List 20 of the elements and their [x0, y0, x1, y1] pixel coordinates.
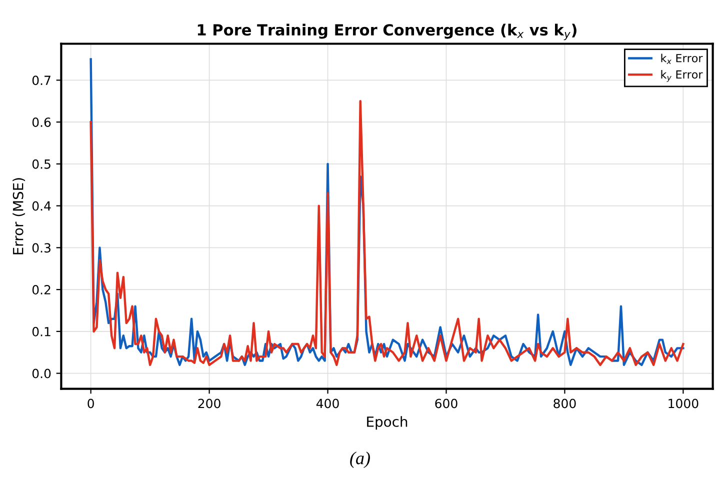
x-axis-title: Epoch	[367, 416, 408, 430]
x-tick-label: 800	[554, 398, 576, 408]
x-tick-label: 200	[198, 398, 220, 408]
legend-label: k$_{x}$ Error	[661, 54, 703, 64]
text: (a)	[350, 452, 370, 468]
y-tick-label: 0.0	[32, 368, 51, 378]
y-tick-label: 0.3	[32, 243, 50, 253]
y-axis-title: Error (MSE)	[12, 178, 25, 254]
y-tick-label: 0.7	[32, 76, 50, 86]
legend-label: k$_{y}$ Error	[661, 70, 703, 82]
y-tick-label: 0.6	[32, 118, 51, 127]
y-tick-label: 0.4	[32, 201, 51, 211]
x-tick-label: 0	[88, 398, 94, 408]
chart-title: 1 Pore Training Error Convergence (k$_{x}$ vs k$_{y}$)	[198, 24, 576, 40]
y-tick-label: 0.5	[32, 159, 50, 169]
y-tick-label: 0.1	[32, 326, 50, 336]
x-tick-label: 1000	[668, 398, 698, 408]
y-tick-label: 0.2	[32, 285, 50, 294]
x-tick-label: 600	[435, 398, 458, 408]
x-tick-label: 400	[316, 398, 339, 408]
